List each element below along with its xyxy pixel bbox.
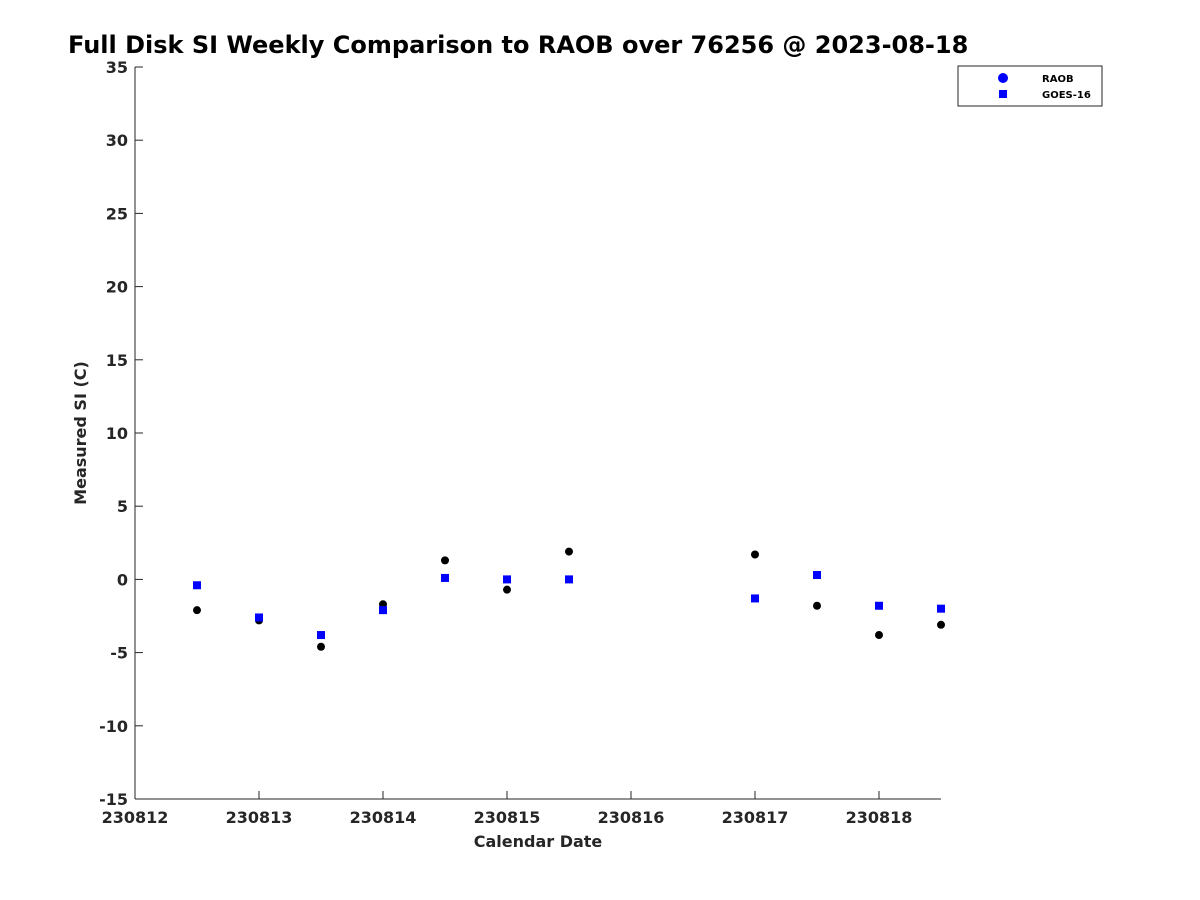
y-tick-label: 5 <box>117 497 128 516</box>
legend-marker-raob <box>998 73 1008 83</box>
goes-16-point <box>937 604 945 613</box>
raob-point <box>193 606 201 615</box>
goes-16-point <box>379 606 387 615</box>
x-tick-label: 230815 <box>474 808 541 827</box>
y-tick-label: 0 <box>117 570 128 589</box>
data-points <box>193 547 945 651</box>
x-tick-label: 230817 <box>722 808 789 827</box>
x-tick-label: 230813 <box>226 808 293 827</box>
legend-label-goes-16: GOES-16 <box>1042 90 1091 101</box>
y-tick-label: -5 <box>110 644 128 663</box>
y-tick-label: 20 <box>106 278 128 297</box>
y-tick-label: 10 <box>106 424 128 443</box>
raob-point <box>937 620 945 629</box>
goes-16-point <box>193 581 201 590</box>
legend: RAOB GOES-16 <box>957 65 1103 107</box>
raob-point <box>751 550 759 559</box>
y-tick-label: -10 <box>99 717 128 736</box>
y-axis-label: Measured SI (C) <box>71 361 90 505</box>
y-tick-label: -15 <box>99 790 128 809</box>
raob-point <box>813 601 821 610</box>
raob-point <box>441 556 449 565</box>
legend-label-raob: RAOB <box>1042 74 1074 85</box>
y-tick-label: 35 <box>106 58 128 77</box>
y-tick-label: 15 <box>106 351 128 370</box>
goes-16-point <box>441 573 449 582</box>
goes-16-point <box>503 575 511 584</box>
goes-16-point <box>565 575 573 584</box>
goes-16-point <box>751 594 759 603</box>
goes-16-point <box>813 571 821 580</box>
goes-16-point <box>317 631 325 640</box>
y-tick-label: 25 <box>106 204 128 223</box>
x-tick-label: 230812 <box>102 808 169 827</box>
plot-axes: -15 -10 -5 0 5 10 15 20 25 30 35 230812 230813 230814… <box>99 58 941 827</box>
x-tick-label: 230818 <box>846 808 913 827</box>
y-tick-label: 30 <box>106 131 128 150</box>
legend-marker-goes-16 <box>999 90 1007 98</box>
x-tick-label: 230814 <box>350 808 417 827</box>
goes-16-point <box>255 613 263 622</box>
x-axis-label: Calendar Date <box>474 832 603 851</box>
legend-box <box>957 65 1103 107</box>
chart-title: Full Disk SI Weekly Comparison to RAOB o… <box>68 31 968 59</box>
raob-point <box>875 631 883 640</box>
x-tick-label: 230816 <box>598 808 665 827</box>
raob-point <box>565 547 573 556</box>
raob-point <box>503 585 511 594</box>
goes-16-point <box>875 601 883 610</box>
raob-point <box>317 642 325 651</box>
